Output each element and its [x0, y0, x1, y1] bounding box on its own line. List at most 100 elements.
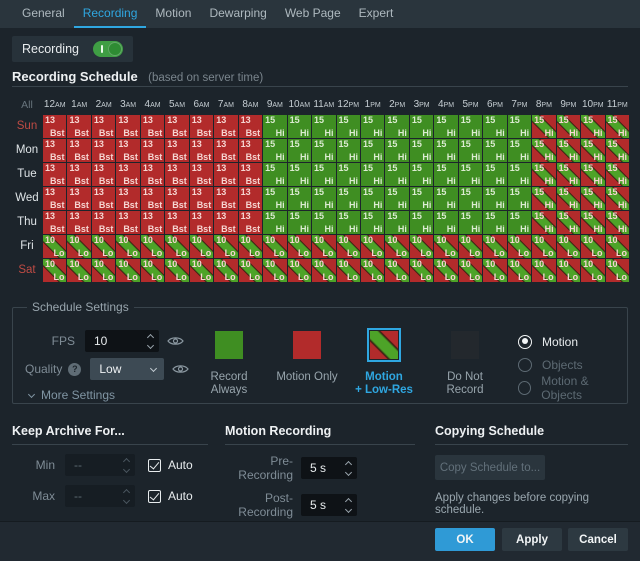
tab-expert[interactable]: Expert [350, 0, 403, 28]
schedule-cell-motion-only[interactable]: 13Bst [190, 187, 213, 210]
schedule-cell-motion-only[interactable]: 13Bst [116, 139, 139, 162]
schedule-cell-motion-only[interactable]: 13Bst [92, 163, 115, 186]
schedule-cell-record-always[interactable]: 15Hi [483, 187, 506, 210]
hour-header-9pm[interactable]: 9PM [557, 98, 580, 113]
spin-arrows[interactable] [346, 494, 351, 516]
schedule-cell-record-always[interactable]: 15Hi [263, 115, 286, 138]
schedule-cell-motion-only[interactable]: 13Bst [165, 211, 188, 234]
record-always-swatch[interactable] [215, 331, 243, 359]
schedule-cell-motion-only[interactable]: 13Bst [165, 115, 188, 138]
schedule-cell-motion-low-res[interactable]: 15Hi [532, 163, 555, 186]
schedule-cell-motion-only[interactable]: 13Bst [43, 211, 66, 234]
tab-recording[interactable]: Recording [74, 0, 147, 28]
min-auto-checkbox[interactable] [148, 459, 161, 472]
schedule-cell-motion-low-res[interactable]: 10Lo [581, 235, 604, 258]
spin-up-icon[interactable] [345, 497, 352, 504]
hour-header-4am[interactable]: 4AM [141, 98, 164, 113]
schedule-cell-record-always[interactable]: 15Hi [337, 187, 360, 210]
schedule-cell-motion-low-res[interactable]: 10Lo [361, 259, 384, 282]
schedule-cell-motion-only[interactable]: 13Bst [239, 187, 262, 210]
more-settings-link[interactable]: More Settings [29, 388, 115, 402]
schedule-cell-record-always[interactable]: 15Hi [385, 115, 408, 138]
schedule-cell-record-always[interactable]: 15Hi [483, 163, 506, 186]
hour-header-8am[interactable]: 8AM [239, 98, 262, 113]
schedule-cell-record-always[interactable]: 15Hi [434, 211, 457, 234]
spin-up-icon[interactable] [123, 488, 130, 495]
schedule-cell-motion-low-res[interactable]: 10Lo [288, 235, 311, 258]
spin-up-icon[interactable] [147, 333, 154, 340]
schedule-cell-record-always[interactable]: 15Hi [361, 187, 384, 210]
schedule-cell-motion-only[interactable]: 13Bst [116, 211, 139, 234]
schedule-cell-motion-low-res[interactable]: 10Lo [263, 259, 286, 282]
post-recording-spinner[interactable]: 5 s [301, 494, 357, 516]
hour-header-11pm[interactable]: 11PM [606, 98, 629, 113]
schedule-cell-motion-low-res[interactable]: 10Lo [508, 259, 531, 282]
schedule-cell-record-always[interactable]: 15Hi [385, 139, 408, 162]
schedule-cell-motion-only[interactable]: 13Bst [92, 115, 115, 138]
schedule-cell-record-always[interactable]: 15Hi [288, 163, 311, 186]
schedule-cell-motion-low-res[interactable]: 10Lo [459, 259, 482, 282]
schedule-cell-record-always[interactable]: 15Hi [312, 115, 335, 138]
hour-header-1am[interactable]: 1AM [67, 98, 90, 113]
schedule-cell-motion-low-res[interactable]: 10Lo [43, 259, 66, 282]
hour-header-3pm[interactable]: 3PM [410, 98, 433, 113]
hour-header-7pm[interactable]: 7PM [508, 98, 531, 113]
schedule-cell-motion-only[interactable]: 13Bst [214, 211, 237, 234]
schedule-cell-record-always[interactable]: 15Hi [459, 187, 482, 210]
schedule-cell-record-always[interactable]: 15Hi [361, 115, 384, 138]
schedule-cell-record-always[interactable]: 15Hi [434, 187, 457, 210]
hour-header-6pm[interactable]: 6PM [483, 98, 506, 113]
schedule-cell-record-always[interactable]: 15Hi [312, 187, 335, 210]
schedule-cell-motion-low-res[interactable]: 15Hi [581, 139, 604, 162]
schedule-cell-record-always[interactable]: 15Hi [459, 163, 482, 186]
schedule-cell-motion-only[interactable]: 13Bst [43, 163, 66, 186]
schedule-cell-motion-only[interactable]: 13Bst [239, 115, 262, 138]
motion-only-swatch[interactable] [293, 331, 321, 359]
schedule-cell-motion-low-res[interactable]: 10Lo [312, 259, 335, 282]
schedule-cell-record-always[interactable]: 15Hi [508, 139, 531, 162]
schedule-cell-motion-low-res[interactable]: 10Lo [532, 235, 555, 258]
schedule-cell-motion-only[interactable]: 13Bst [141, 115, 164, 138]
day-label-thu[interactable]: Thu [12, 211, 42, 234]
schedule-cell-motion-low-res[interactable]: 10Lo [165, 259, 188, 282]
schedule-cell-record-always[interactable]: 15Hi [410, 139, 433, 162]
schedule-cell-record-always[interactable]: 15Hi [434, 139, 457, 162]
schedule-cell-motion-only[interactable]: 13Bst [165, 187, 188, 210]
spin-down-icon[interactable] [345, 505, 352, 512]
schedule-cell-record-always[interactable]: 15Hi [385, 187, 408, 210]
schedule-cell-motion-only[interactable]: 13Bst [190, 163, 213, 186]
schedule-cell-motion-low-res[interactable]: 10Lo [116, 235, 139, 258]
spin-down-icon[interactable] [147, 341, 154, 348]
radio-motion[interactable] [518, 335, 532, 349]
fps-visibility-eye-icon[interactable] [167, 335, 184, 347]
fps-spinner-arrows[interactable] [148, 330, 153, 352]
schedule-cell-motion-low-res[interactable]: 10Lo [239, 235, 262, 258]
schedule-cell-motion-low-res[interactable]: 10Lo [385, 235, 408, 258]
max-spinner[interactable]: -- [65, 485, 135, 507]
schedule-cell-motion-only[interactable]: 13Bst [239, 163, 262, 186]
schedule-cell-motion-low-res[interactable]: 10Lo [557, 259, 580, 282]
schedule-cell-motion-only[interactable]: 13Bst [43, 115, 66, 138]
hour-header-5pm[interactable]: 5PM [459, 98, 482, 113]
all-column-header[interactable]: All [12, 98, 42, 113]
schedule-cell-motion-low-res[interactable]: 10Lo [581, 259, 604, 282]
tab-general[interactable]: General [13, 0, 74, 28]
schedule-cell-motion-only[interactable]: 13Bst [190, 139, 213, 162]
fps-spinner[interactable]: 10 [85, 330, 159, 352]
schedule-cell-record-always[interactable]: 15Hi [361, 211, 384, 234]
schedule-cell-motion-low-res[interactable]: 15Hi [606, 163, 629, 186]
schedule-cell-record-always[interactable]: 15Hi [312, 139, 335, 162]
schedule-cell-motion-low-res[interactable]: 15Hi [532, 187, 555, 210]
schedule-cell-motion-only[interactable]: 13Bst [214, 163, 237, 186]
schedule-cell-motion-low-res[interactable]: 10Lo [288, 259, 311, 282]
schedule-cell-motion-low-res[interactable]: 10Lo [557, 235, 580, 258]
spin-up-icon[interactable] [345, 460, 352, 467]
spin-up-icon[interactable] [123, 457, 130, 464]
schedule-cell-motion-low-res[interactable]: 10Lo [459, 235, 482, 258]
schedule-cell-record-always[interactable]: 15Hi [263, 139, 286, 162]
hour-header-4pm[interactable]: 4PM [434, 98, 457, 113]
radio-objects[interactable] [518, 358, 532, 372]
schedule-cell-motion-low-res[interactable]: 15Hi [606, 187, 629, 210]
schedule-cell-record-always[interactable]: 15Hi [483, 211, 506, 234]
schedule-cell-motion-low-res[interactable]: 10Lo [508, 235, 531, 258]
